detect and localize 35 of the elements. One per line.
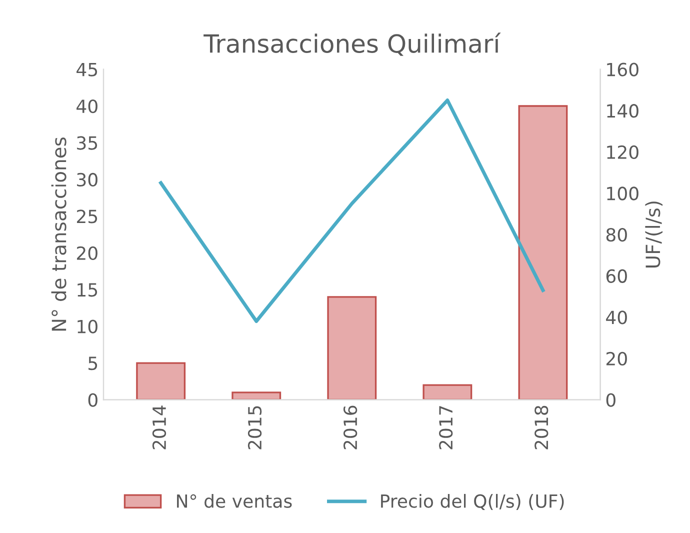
y2-tick-label: 140 xyxy=(607,104,638,118)
y2-tick-label: 100 xyxy=(607,186,638,200)
legend-label: Precio del Q(l/s) (UF) xyxy=(381,494,564,510)
y-tick-label: 35 xyxy=(77,136,98,150)
chart-title: Transacciones Quilimarí xyxy=(204,32,501,56)
y-tick-label: 40 xyxy=(76,99,98,114)
y2-tick-label: 40 xyxy=(606,310,627,324)
y2-tick-label: 0 xyxy=(606,393,616,407)
bar xyxy=(136,362,186,400)
bar xyxy=(422,384,472,400)
x-tick-label: 2018 xyxy=(534,406,548,450)
x-tick-label: 2017 xyxy=(439,406,453,450)
bar xyxy=(518,105,568,400)
y-tick-label: 45 xyxy=(76,62,98,76)
y-tick-label: 15 xyxy=(78,283,98,297)
x-tick-label: 2015 xyxy=(248,406,262,450)
bar xyxy=(232,392,282,400)
y2-tick-label: 120 xyxy=(607,145,638,160)
bar xyxy=(327,296,377,400)
y2-tick-label: 20 xyxy=(606,352,627,366)
y-tick-label: 25 xyxy=(76,210,98,224)
y2-axis-title: UF/(l/s) xyxy=(645,202,663,268)
y2-tick-label: 160 xyxy=(607,62,638,76)
y-axis-title: N° de transacciones xyxy=(51,138,66,331)
y-tick-label: 10 xyxy=(78,320,98,334)
y-tick-label: 5 xyxy=(88,356,98,370)
y2-tick-label: 80 xyxy=(606,228,627,242)
line-series xyxy=(159,98,545,323)
y-tick-label: 20 xyxy=(76,246,98,260)
y-tick-label: 0 xyxy=(88,393,98,407)
y-tick-label: 30 xyxy=(77,172,98,187)
y2-tick-label: 60 xyxy=(606,269,627,283)
legend-label: N° de ventas xyxy=(177,494,292,508)
x-tick-label: 2016 xyxy=(343,406,358,450)
x-tick-label: 2014 xyxy=(152,406,166,450)
